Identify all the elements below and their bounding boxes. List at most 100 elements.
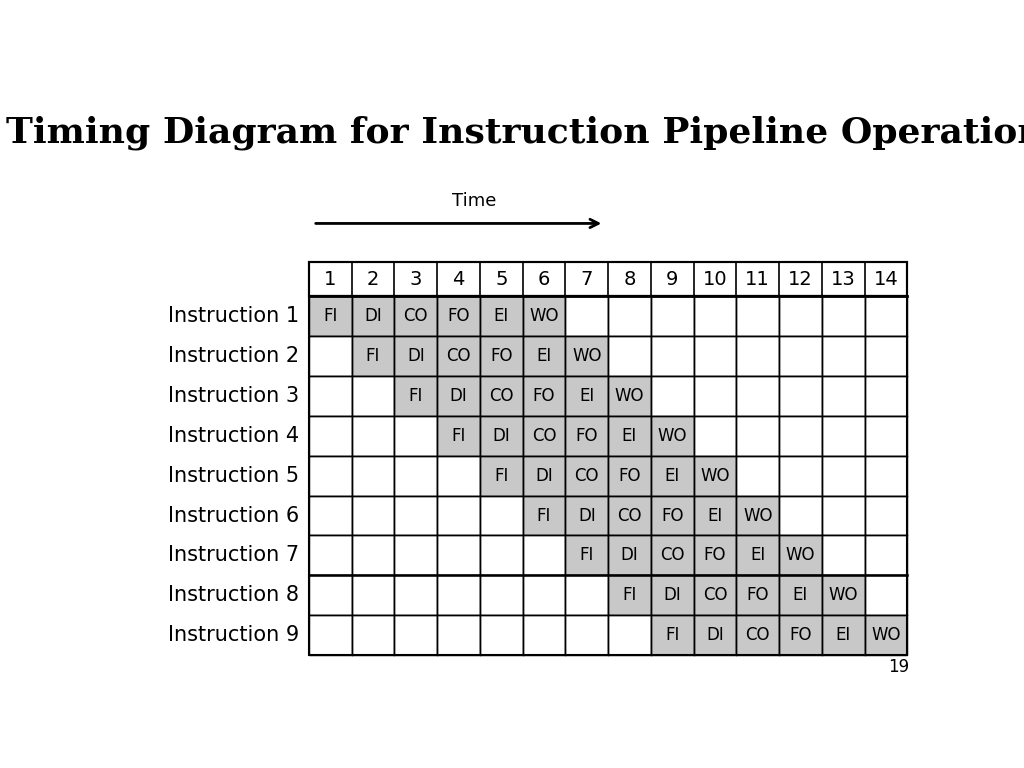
FancyBboxPatch shape <box>608 535 651 575</box>
Text: EI: EI <box>751 546 765 564</box>
FancyBboxPatch shape <box>522 455 565 495</box>
FancyBboxPatch shape <box>736 495 779 535</box>
FancyBboxPatch shape <box>309 296 351 336</box>
FancyBboxPatch shape <box>480 615 522 655</box>
Text: 12: 12 <box>788 270 813 289</box>
FancyBboxPatch shape <box>394 376 437 415</box>
FancyBboxPatch shape <box>565 376 608 415</box>
Text: EI: EI <box>708 507 723 525</box>
Text: FI: FI <box>324 307 338 325</box>
Text: 6: 6 <box>538 270 550 289</box>
Text: 19: 19 <box>889 658 909 677</box>
FancyBboxPatch shape <box>693 615 736 655</box>
FancyBboxPatch shape <box>522 336 565 376</box>
Text: FI: FI <box>665 626 680 644</box>
Text: EI: EI <box>622 427 637 445</box>
FancyBboxPatch shape <box>864 415 907 455</box>
FancyBboxPatch shape <box>522 296 565 336</box>
FancyBboxPatch shape <box>394 535 437 575</box>
FancyBboxPatch shape <box>864 296 907 336</box>
Text: DI: DI <box>707 626 724 644</box>
Text: DI: DI <box>407 347 425 365</box>
Text: CO: CO <box>531 427 556 445</box>
Text: DI: DI <box>536 467 553 485</box>
Text: FI: FI <box>580 546 594 564</box>
FancyBboxPatch shape <box>736 415 779 455</box>
Text: 9: 9 <box>666 270 679 289</box>
FancyBboxPatch shape <box>565 495 608 535</box>
FancyBboxPatch shape <box>864 535 907 575</box>
FancyBboxPatch shape <box>351 615 394 655</box>
Text: DI: DI <box>578 507 596 525</box>
FancyBboxPatch shape <box>351 376 394 415</box>
Text: FO: FO <box>660 507 683 525</box>
FancyBboxPatch shape <box>480 296 522 336</box>
Text: Instruction 1: Instruction 1 <box>168 306 299 326</box>
Text: 5: 5 <box>495 270 508 289</box>
FancyBboxPatch shape <box>394 415 437 455</box>
Text: DI: DI <box>365 307 382 325</box>
FancyBboxPatch shape <box>437 495 480 535</box>
FancyBboxPatch shape <box>693 495 736 535</box>
Text: FO: FO <box>490 347 513 365</box>
Text: EI: EI <box>537 347 552 365</box>
FancyBboxPatch shape <box>565 615 608 655</box>
FancyBboxPatch shape <box>480 495 522 535</box>
FancyBboxPatch shape <box>309 615 351 655</box>
Text: FI: FI <box>495 467 509 485</box>
FancyBboxPatch shape <box>351 336 394 376</box>
FancyBboxPatch shape <box>736 455 779 495</box>
FancyBboxPatch shape <box>822 535 864 575</box>
Text: WO: WO <box>614 387 644 405</box>
Text: 13: 13 <box>830 270 856 289</box>
Text: WO: WO <box>871 626 901 644</box>
Text: 3: 3 <box>410 270 422 289</box>
FancyBboxPatch shape <box>822 296 864 336</box>
Text: FO: FO <box>790 626 812 644</box>
Text: CO: CO <box>574 467 599 485</box>
Text: FI: FI <box>623 586 637 604</box>
Text: CO: CO <box>660 546 684 564</box>
Text: WO: WO <box>700 467 730 485</box>
FancyBboxPatch shape <box>351 296 394 336</box>
FancyBboxPatch shape <box>522 376 565 415</box>
Text: 2: 2 <box>367 270 379 289</box>
FancyBboxPatch shape <box>864 336 907 376</box>
FancyBboxPatch shape <box>309 535 351 575</box>
FancyBboxPatch shape <box>522 495 565 535</box>
FancyBboxPatch shape <box>693 455 736 495</box>
FancyBboxPatch shape <box>437 415 480 455</box>
Text: WO: WO <box>828 586 858 604</box>
FancyBboxPatch shape <box>693 336 736 376</box>
Text: Timing Diagram for Instruction Pipeline Operation: Timing Diagram for Instruction Pipeline … <box>6 116 1024 151</box>
FancyBboxPatch shape <box>480 575 522 615</box>
Text: 4: 4 <box>453 270 465 289</box>
FancyBboxPatch shape <box>736 615 779 655</box>
FancyBboxPatch shape <box>864 615 907 655</box>
Text: DI: DI <box>621 546 638 564</box>
FancyBboxPatch shape <box>437 336 480 376</box>
Text: FO: FO <box>575 427 598 445</box>
Text: Time: Time <box>453 193 497 210</box>
Text: EI: EI <box>580 387 594 405</box>
FancyBboxPatch shape <box>651 535 693 575</box>
FancyBboxPatch shape <box>779 376 822 415</box>
FancyBboxPatch shape <box>309 495 351 535</box>
FancyBboxPatch shape <box>437 615 480 655</box>
FancyBboxPatch shape <box>437 535 480 575</box>
Text: 8: 8 <box>624 270 636 289</box>
FancyBboxPatch shape <box>565 535 608 575</box>
Text: EI: EI <box>494 307 509 325</box>
FancyBboxPatch shape <box>651 495 693 535</box>
FancyBboxPatch shape <box>822 415 864 455</box>
FancyBboxPatch shape <box>351 495 394 535</box>
FancyBboxPatch shape <box>309 336 351 376</box>
FancyBboxPatch shape <box>309 455 351 495</box>
Text: CO: CO <box>446 347 471 365</box>
Text: FO: FO <box>703 546 726 564</box>
Text: EI: EI <box>793 586 808 604</box>
FancyBboxPatch shape <box>608 575 651 615</box>
Text: FI: FI <box>366 347 380 365</box>
FancyBboxPatch shape <box>608 615 651 655</box>
FancyBboxPatch shape <box>437 575 480 615</box>
